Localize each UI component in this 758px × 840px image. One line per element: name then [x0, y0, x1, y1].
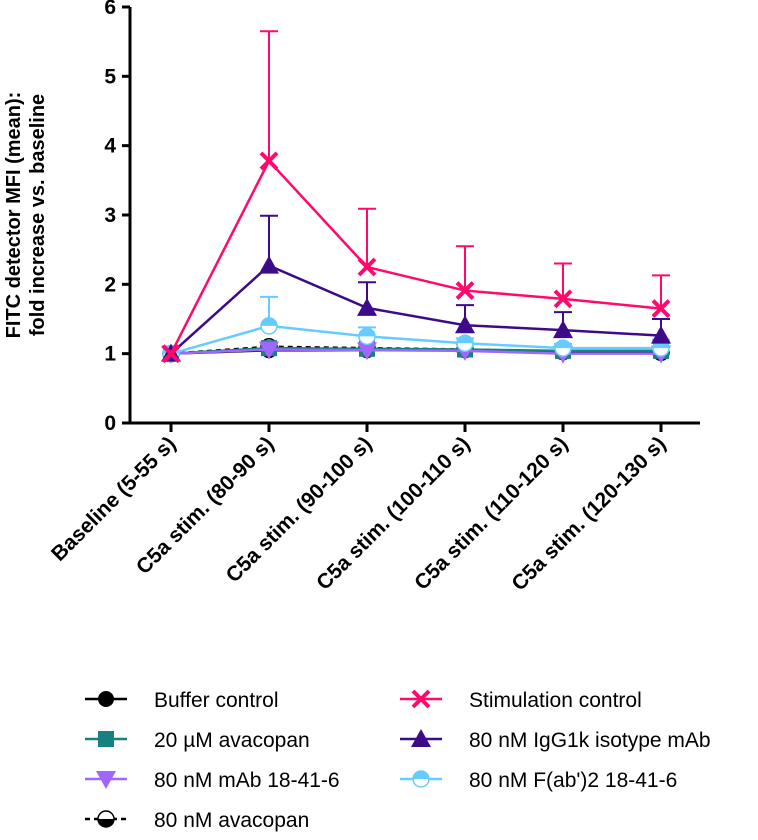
marker-fill [261, 317, 277, 326]
legend-label: Buffer control [154, 689, 279, 712]
series-80-nm-mab-18-41-6 [161, 341, 671, 364]
data-point [357, 257, 377, 277]
x-stroke [651, 299, 671, 319]
x-stroke [357, 257, 377, 277]
data-point [259, 151, 279, 171]
y-tick-label: 4 [104, 135, 116, 158]
legend-item: 80 nM avacopan [85, 809, 309, 832]
y-tick-label: 2 [104, 273, 116, 296]
legend-marker [98, 691, 114, 707]
data-point [259, 255, 279, 274]
x-stroke [259, 151, 279, 171]
data-point [455, 281, 475, 300]
data-point [358, 327, 376, 346]
y-tick-label: 5 [104, 65, 116, 88]
legend-marker [411, 729, 431, 747]
series-line [170, 348, 661, 355]
legend-label: 80 nM mAb 18-41-6 [154, 769, 340, 792]
legend-marker [96, 771, 116, 789]
legend-marker [97, 810, 115, 828]
legend-label: Stimulation control [469, 689, 642, 712]
series-line [169, 158, 662, 355]
legend-label: 80 nM avacopan [154, 809, 309, 832]
legend-item: 80 nM mAb 18-41-6 [85, 769, 340, 792]
legend-marker [98, 731, 114, 747]
y-axis-label-line2: fold increase vs. baseline [27, 94, 49, 336]
data-point [259, 341, 279, 360]
legend-item: Stimulation control [400, 689, 642, 712]
legend-marker [411, 689, 431, 709]
legend-marker [412, 770, 430, 788]
marker-fill [413, 771, 429, 779]
x-stroke [455, 281, 475, 300]
y-axis-label-line1: FITC detector MFI (mean): [3, 92, 25, 339]
data-point [651, 325, 671, 344]
marker-fill [555, 340, 571, 349]
data-point [553, 289, 573, 309]
marker-fill [457, 335, 473, 344]
data-point [357, 297, 377, 316]
marker-fill [98, 819, 114, 827]
series-stimulation-control [161, 30, 671, 364]
y-tick-label: 6 [104, 0, 116, 19]
legend-item: 80 nM IgG1k isotype mAb [400, 729, 711, 752]
x-stroke [161, 344, 181, 364]
series-line [170, 324, 661, 355]
data-point [357, 342, 377, 361]
y-tick-label: 1 [104, 343, 116, 366]
y-axis-label: FITC detector MFI (mean): fold increase … [3, 92, 49, 339]
legend-item: Buffer control [85, 689, 279, 712]
legend-item: 80 nM F(ab')2 18-41-6 [400, 769, 677, 792]
legend-item: 20 µM avacopan [85, 729, 310, 752]
data-point [455, 315, 475, 334]
y-tick-label: 3 [104, 204, 116, 227]
legend-label: 20 µM avacopan [154, 729, 310, 752]
legend-label: 80 nM IgG1k isotype mAb [469, 729, 711, 752]
series-line [170, 264, 662, 355]
data-point [260, 317, 278, 335]
series-80-nm-igg1k-isotype-mab [161, 214, 671, 362]
y-tick-label: 0 [104, 412, 116, 435]
x-stroke [411, 689, 431, 709]
legend-label: 80 nM F(ab')2 18-41-6 [469, 769, 677, 792]
x-stroke [553, 289, 573, 309]
data-point [553, 320, 573, 339]
data-point [456, 334, 474, 353]
data-point [161, 344, 181, 364]
data-point [651, 299, 671, 319]
marker-fill [359, 328, 375, 337]
data-point [554, 339, 572, 357]
